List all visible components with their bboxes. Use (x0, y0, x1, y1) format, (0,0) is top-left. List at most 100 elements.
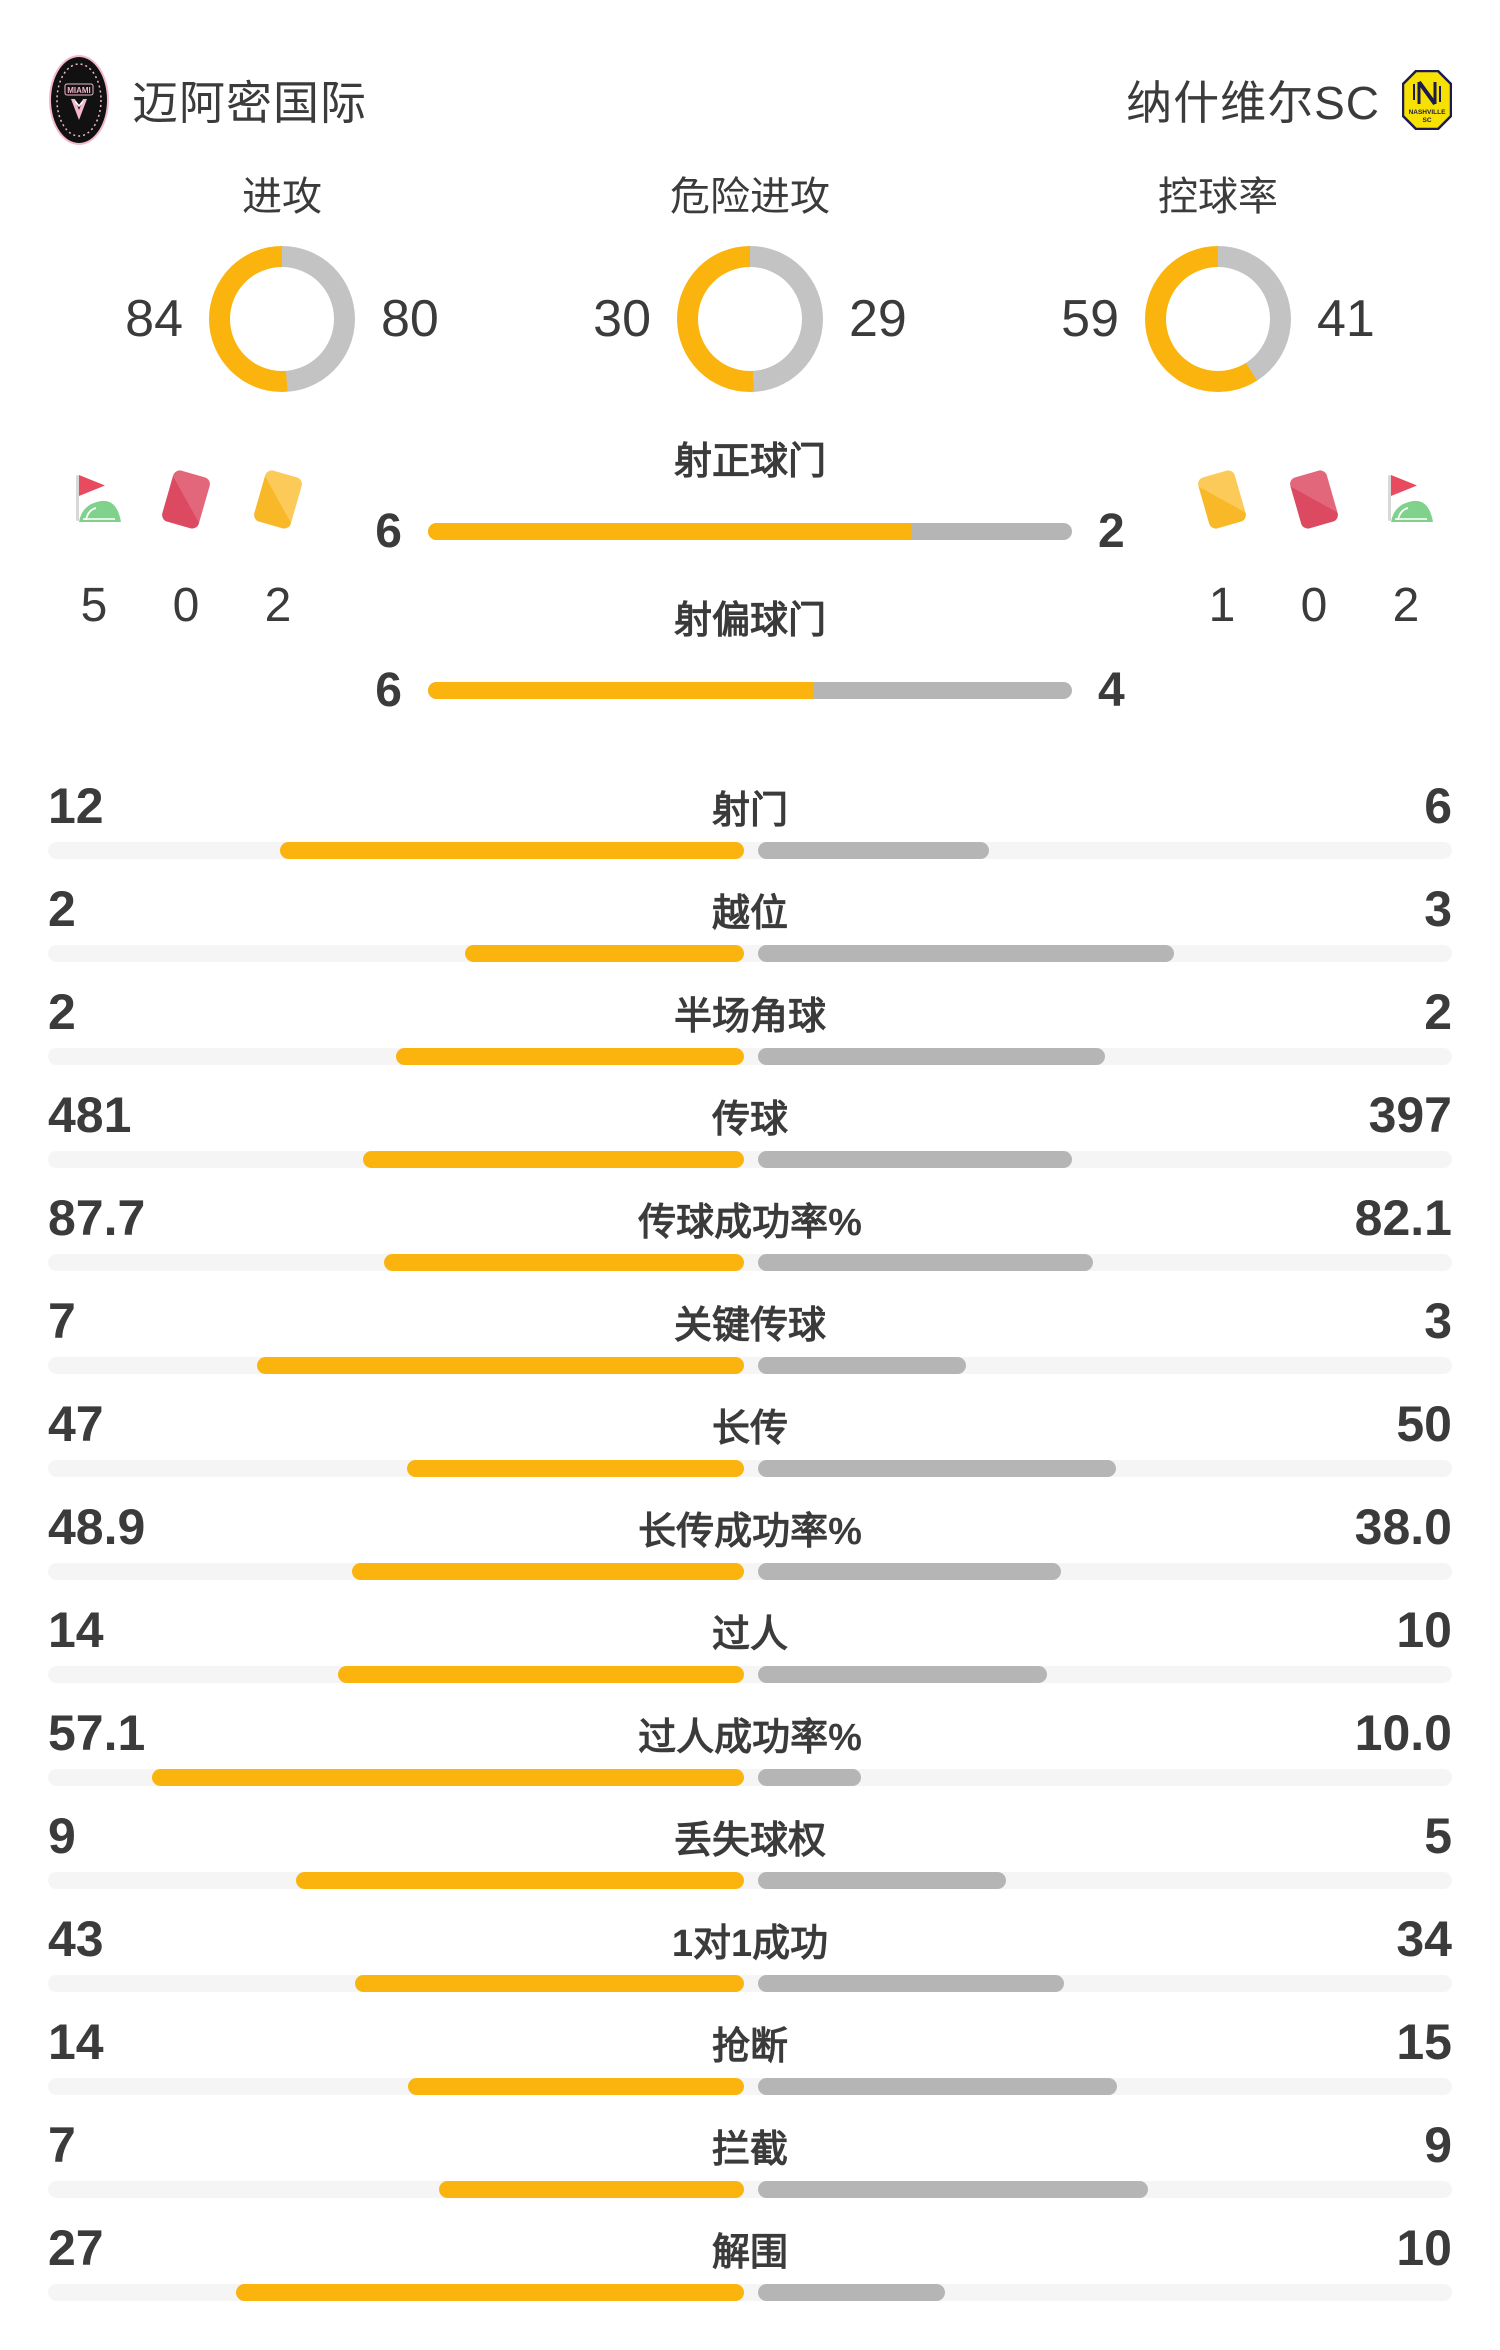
stat-bar-home (279, 842, 744, 859)
away-team: 纳什维尔SC NASHVILLE SC (1126, 67, 1452, 133)
shots-on-target-label: 射正球门 (673, 441, 826, 483)
corner-flag-icon (65, 470, 123, 528)
away-red-cards-value: 0 (1300, 579, 1328, 632)
stat-home-value: 57.1 (48, 1705, 146, 1761)
stats-list: 12 射门 6 2 越位 3 2 半场角球 2 (48, 780, 1452, 2301)
stat-away-value: 397 (1368, 1087, 1452, 1143)
stat-bar-home (256, 1357, 744, 1374)
home-corners-value: 5 (80, 579, 108, 632)
stat-bar-track (48, 945, 1452, 962)
stat-away-value: 5 (1424, 1808, 1452, 1864)
away-corners-value: 2 (1392, 579, 1420, 632)
stat-bar-track (48, 1769, 1452, 1786)
stat-away-value: 3 (1424, 881, 1452, 937)
stat-bar-home (384, 1254, 744, 1271)
shots-off-target-label: 射偏球门 (673, 600, 826, 642)
shots-and-cards-section: 5 0 2 射正球门 6 2 射偏球门 6 4 (48, 440, 1452, 718)
donut-title: 进攻 (242, 175, 322, 219)
away-yellow-cards-value: 1 (1208, 579, 1236, 632)
stat-home-value: 14 (48, 2014, 104, 2070)
stat-home-value: 481 (48, 1087, 132, 1143)
stat-home-value: 12 (48, 778, 104, 834)
stat-bar-away (757, 842, 990, 859)
stat-bar-home (395, 1048, 744, 1065)
shots-on-target-bar-home-fill (428, 523, 911, 540)
stat-home-value: 14 (48, 1602, 104, 1658)
stat-row: 7 关键传球 3 (48, 1295, 1452, 1374)
shots-off-target-bar-home-fill (428, 682, 815, 699)
donut-ring (677, 246, 823, 392)
stat-home-value: 87.7 (48, 1190, 146, 1246)
stat-home-value: 27 (48, 2220, 104, 2276)
stat-away-value: 9 (1424, 2117, 1452, 2173)
away-cards-column: 1 0 2 (1176, 440, 1452, 633)
stat-bar-away (757, 1563, 1062, 1580)
donut-ring (209, 246, 355, 392)
donut-charts-section: 进攻 84 80 危险进攻 30 29 控球率 59 41 (48, 174, 1452, 392)
stat-row: 27 解围 10 (48, 2222, 1452, 2301)
stat-away-value: 2 (1424, 984, 1452, 1040)
stat-bar-away (757, 1048, 1105, 1065)
shots-off-target-block: 射偏球门 6 4 (348, 599, 1152, 718)
svg-text:MIAMI: MIAMI (67, 86, 91, 95)
stat-bar-away (757, 2078, 1117, 2095)
stat-home-value: 47 (48, 1396, 104, 1452)
stat-bar-track (48, 1666, 1452, 1683)
stat-away-value: 50 (1396, 1396, 1452, 1452)
stat-away-value: 82.1 (1354, 1190, 1452, 1246)
stat-bar-away (757, 1872, 1006, 1889)
donut-hole (698, 267, 802, 371)
stat-away-value: 10 (1396, 1602, 1452, 1658)
svg-text:SC: SC (1422, 117, 1431, 124)
shots-off-target-home: 6 (375, 664, 402, 717)
header: MIAMI 迈阿密国际 纳什维尔SC NASHVILLE SC (48, 44, 1452, 156)
stat-bar-home (465, 945, 744, 962)
yellow-card-icon (252, 468, 304, 530)
corner-flag-icon (1377, 470, 1435, 528)
donut-away-value: 41 (1317, 290, 1375, 348)
stat-row: 48.9 长传成功率% 38.0 (48, 1501, 1452, 1580)
donut-title: 控球率 (1158, 175, 1278, 219)
donut-hole (230, 267, 334, 371)
stat-away-value: 38.0 (1354, 1499, 1452, 1555)
stat-bar-home (407, 2078, 744, 2095)
stat-bar-track (48, 1460, 1452, 1477)
stat-home-value: 2 (48, 881, 76, 937)
red-card-icon (160, 468, 212, 530)
stat-bar-track (48, 2078, 1452, 2095)
shot-bars: 射正球门 6 2 射偏球门 6 4 (348, 440, 1152, 718)
match-stats-page: MIAMI 迈阿密国际 纳什维尔SC NASHVILLE SC (48, 44, 1452, 2301)
donut-home-value: 84 (125, 290, 183, 348)
home-red-cards-value: 0 (172, 579, 200, 632)
stat-away-value: 3 (1424, 1293, 1452, 1349)
donut-home-value: 30 (593, 290, 651, 348)
stat-bar-away (757, 1666, 1047, 1683)
stat-bar-track (48, 2181, 1452, 2198)
stat-bar-home (337, 1666, 744, 1683)
stat-bar-away (757, 945, 1175, 962)
home-team: MIAMI 迈阿密国际 (48, 54, 367, 146)
stat-home-value: 7 (48, 2117, 76, 2173)
donut-ring (1145, 246, 1291, 392)
stat-bar-away (757, 1769, 862, 1786)
stat-row: 7 拦截 9 (48, 2119, 1452, 2198)
stat-bar-away (757, 1460, 1116, 1477)
donut-away-value: 80 (381, 290, 439, 348)
stat-bar-away (757, 1151, 1072, 1168)
stat-bar-away (757, 2284, 946, 2301)
stat-bar-track (48, 1975, 1452, 1992)
red-card-icon (1288, 468, 1340, 530)
stat-bar-track (48, 1563, 1452, 1580)
shots-on-target-home: 6 (375, 505, 402, 558)
shots-on-target-away: 2 (1098, 505, 1125, 558)
stat-bar-home (362, 1151, 744, 1168)
shots-off-target-bar (428, 682, 1072, 699)
donut-title: 危险进攻 (670, 175, 830, 219)
stat-row: 12 射门 6 (48, 780, 1452, 859)
home-team-name: 迈阿密国际 (132, 77, 367, 129)
stat-bar-track (48, 842, 1452, 859)
stat-row: 481 传球 397 (48, 1089, 1452, 1168)
stat-home-value: 7 (48, 1293, 76, 1349)
away-team-name: 纳什维尔SC (1126, 77, 1380, 129)
nashville-sc-logo-icon: NASHVILLE SC (1402, 70, 1452, 130)
